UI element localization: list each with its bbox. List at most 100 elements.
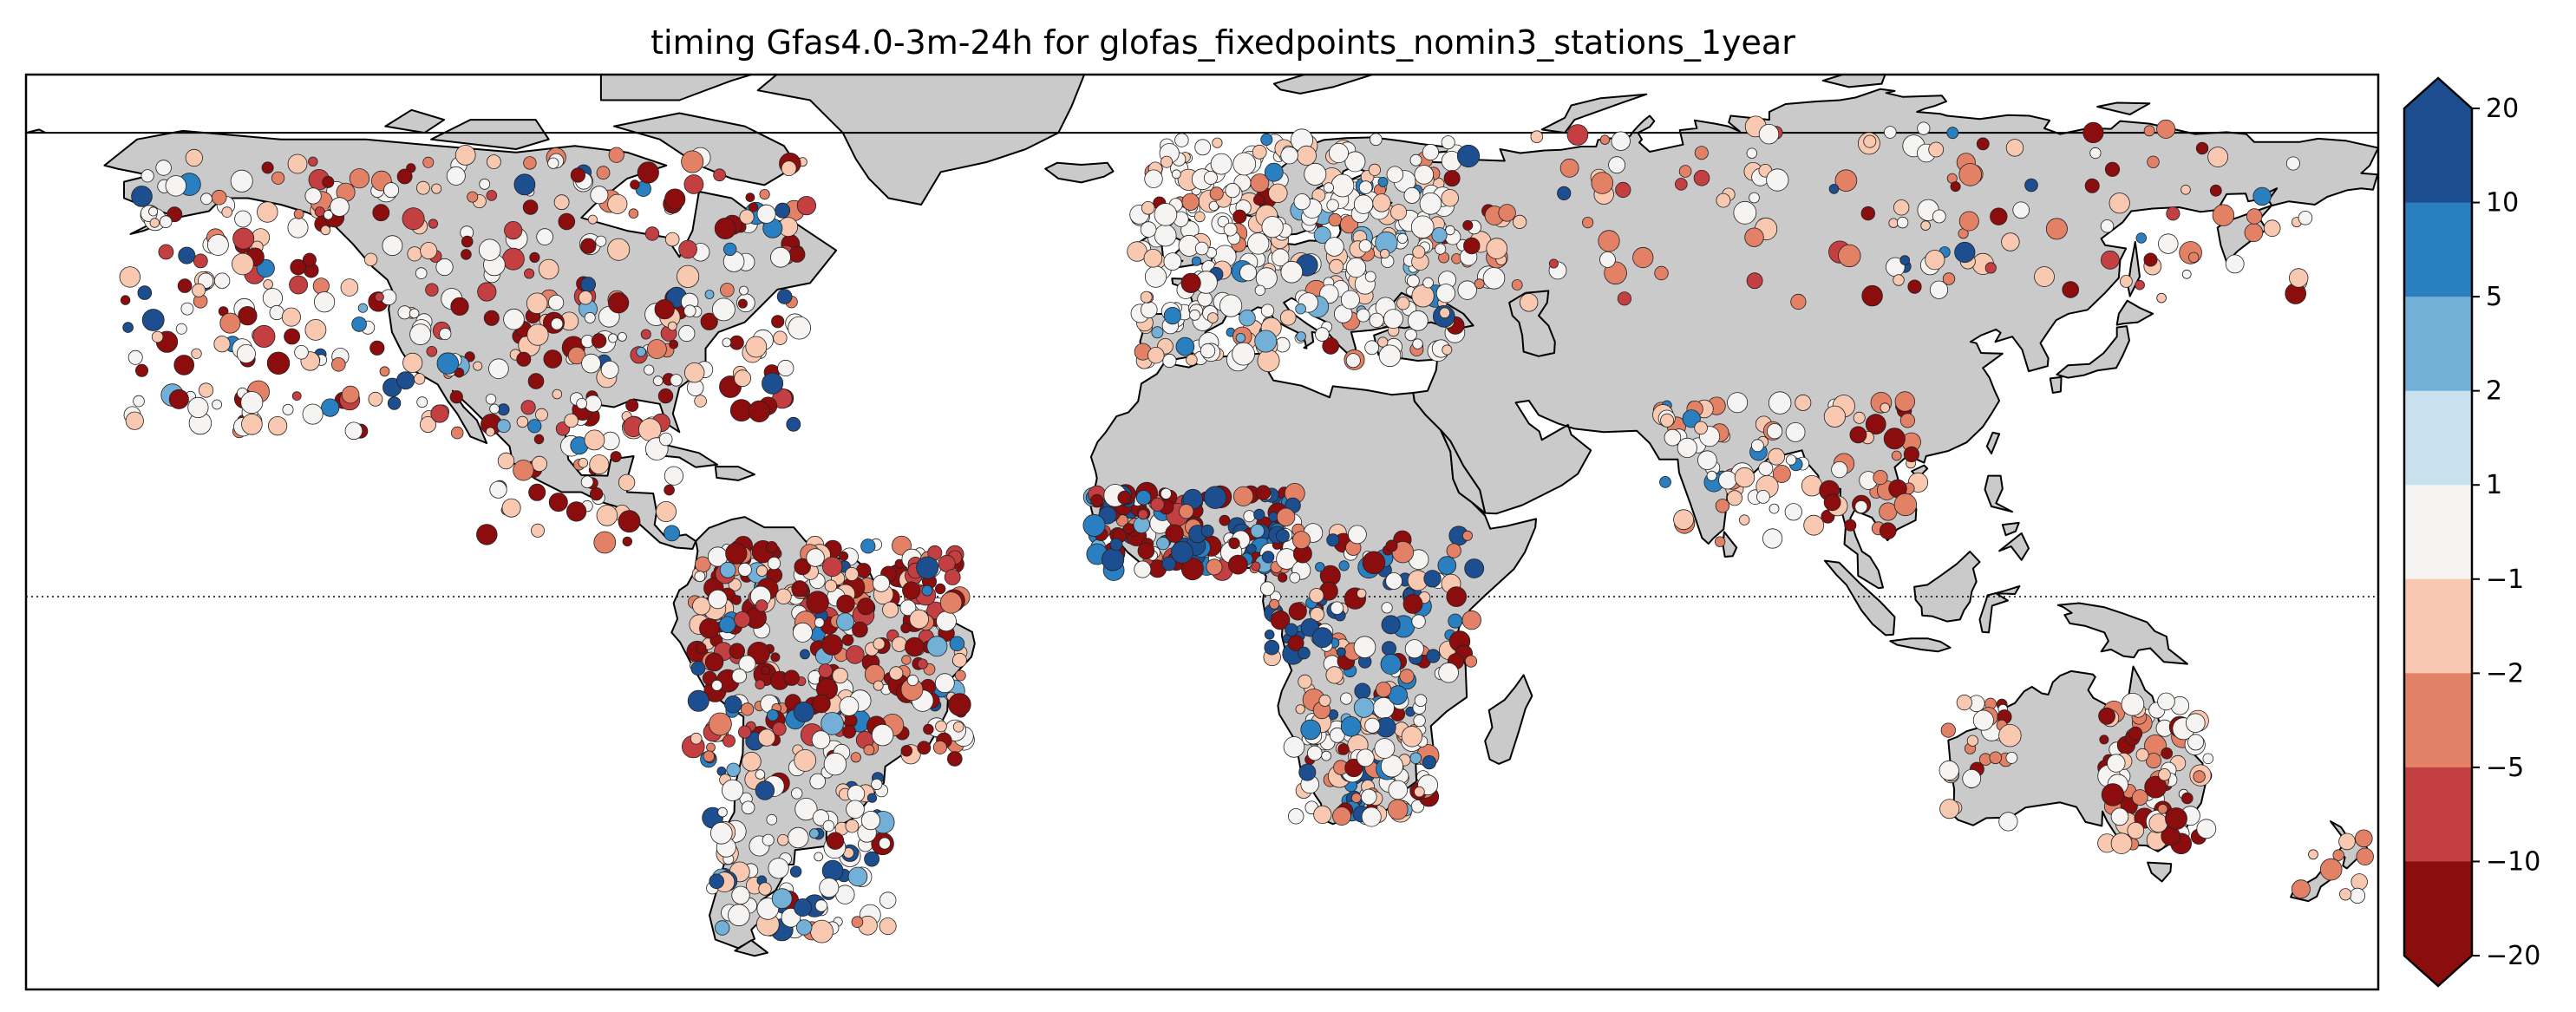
station-marker <box>2158 233 2179 254</box>
station-marker <box>1287 635 1304 651</box>
station-marker <box>2135 748 2149 761</box>
station-marker <box>806 548 825 567</box>
station-marker <box>1295 704 1305 715</box>
station-marker <box>1358 180 1373 194</box>
station-marker <box>1135 490 1152 506</box>
station-marker <box>2145 753 2161 769</box>
colorbar-tick-label: −1 <box>2486 565 2524 595</box>
station-marker <box>1548 258 1559 269</box>
station-marker <box>2110 832 2133 854</box>
station-marker <box>839 696 860 716</box>
station-marker <box>267 415 288 436</box>
station-marker <box>767 708 779 721</box>
station-marker <box>1387 799 1409 820</box>
station-marker <box>1422 277 1434 289</box>
station-marker <box>2209 184 2222 197</box>
station-marker <box>187 396 209 418</box>
station-marker <box>1446 543 1461 558</box>
station-marker <box>1179 504 1194 519</box>
station-marker <box>1137 509 1148 520</box>
station-marker <box>1727 392 1749 414</box>
station-marker <box>294 344 309 360</box>
station-marker <box>580 238 597 254</box>
station-marker <box>526 323 549 346</box>
station-marker <box>755 565 768 577</box>
station-marker <box>900 745 913 757</box>
land-taiwan <box>1985 431 2001 454</box>
station-marker <box>630 180 640 190</box>
station-marker <box>1849 426 1867 444</box>
station-marker <box>302 403 324 425</box>
station-marker <box>818 663 834 678</box>
station-marker <box>1715 499 1730 513</box>
station-marker <box>2252 186 2272 206</box>
station-marker <box>725 542 748 565</box>
station-marker <box>1399 669 1415 684</box>
station-marker <box>134 363 148 377</box>
station-marker <box>939 591 963 614</box>
station-marker <box>1209 186 1224 201</box>
station-marker <box>524 268 535 279</box>
station-marker <box>2107 754 2126 773</box>
station-marker <box>923 723 934 735</box>
station-marker <box>2157 692 2175 711</box>
station-marker <box>570 167 586 183</box>
station-marker <box>483 310 500 326</box>
station-marker <box>185 148 203 167</box>
station-marker <box>282 403 294 415</box>
station-marker <box>871 723 894 747</box>
station-marker <box>262 288 283 309</box>
station-marker <box>127 349 143 365</box>
station-marker <box>230 169 253 193</box>
station-marker <box>758 882 772 896</box>
station-marker <box>755 769 766 780</box>
station-marker <box>1255 485 1272 500</box>
map-panel <box>24 73 2380 991</box>
station-marker <box>2332 849 2344 861</box>
station-marker <box>1443 170 1461 187</box>
station-marker <box>1894 391 1916 412</box>
station-marker <box>1253 193 1265 206</box>
station-marker <box>409 323 432 346</box>
colorbar-tick-label: 2 <box>2486 376 2502 407</box>
station-marker <box>1376 682 1392 698</box>
station-marker <box>473 361 483 371</box>
station-marker <box>644 364 655 375</box>
station-marker <box>694 395 707 408</box>
station-marker <box>741 800 755 815</box>
station-marker <box>426 345 438 357</box>
station-marker <box>809 773 826 790</box>
station-marker <box>724 695 742 714</box>
station-marker <box>312 277 330 295</box>
station-marker <box>755 780 775 800</box>
station-marker <box>1854 499 1868 513</box>
station-marker <box>841 634 854 646</box>
station-marker <box>1697 450 1717 470</box>
colorbar-bin <box>2404 861 2472 957</box>
station-marker <box>488 358 509 380</box>
station-marker <box>846 800 865 819</box>
station-marker <box>845 567 860 582</box>
colorbar-bin <box>2404 202 2472 297</box>
station-marker <box>431 183 442 194</box>
station-marker <box>1200 343 1216 359</box>
station-marker <box>1659 476 1671 488</box>
station-marker <box>1461 530 1473 541</box>
station-marker <box>901 655 912 665</box>
station-marker <box>1377 336 1389 348</box>
station-marker <box>1239 310 1256 327</box>
station-marker <box>1313 805 1332 825</box>
station-marker <box>866 793 878 803</box>
station-marker <box>954 669 966 682</box>
station-marker <box>155 160 172 176</box>
station-marker <box>1233 486 1254 506</box>
station-marker <box>921 584 933 597</box>
station-marker <box>419 415 436 433</box>
station-marker <box>821 859 844 882</box>
station-marker <box>1353 697 1375 718</box>
station-marker <box>683 174 704 194</box>
station-marker <box>322 175 335 188</box>
station-marker <box>694 571 706 583</box>
station-marker <box>936 610 957 632</box>
